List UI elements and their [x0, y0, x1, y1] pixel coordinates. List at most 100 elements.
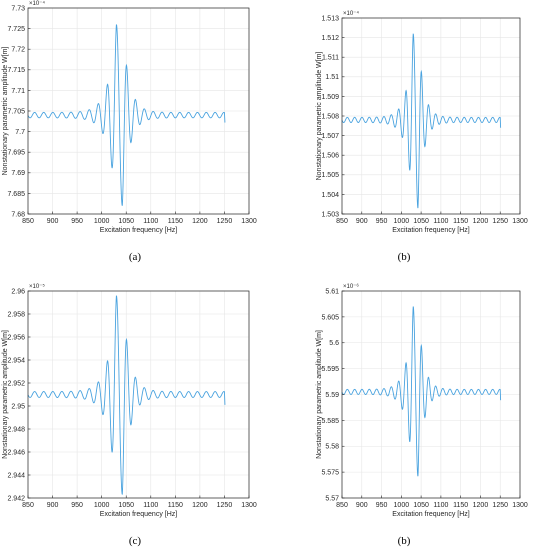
y-tick-label: 7.725 — [7, 26, 25, 33]
y-tick-label: 2.95 — [11, 403, 25, 410]
y-axis-label: Nonstationary parametric amplitude W[m] — [316, 330, 323, 459]
x-tick-label: 900 — [47, 502, 59, 509]
y-tick-label: 5.57 — [325, 495, 339, 502]
y-tick-label: 5.575 — [321, 470, 339, 477]
x-tick-label: 1050 — [413, 218, 429, 225]
x-tick-label: 850 — [22, 218, 34, 225]
panel-label-b: (b) — [398, 251, 411, 263]
x-tick-label: 950 — [71, 502, 83, 509]
x-tick-label: 950 — [71, 218, 83, 225]
y-tick-label: 7.685 — [7, 191, 25, 198]
series-line — [27, 295, 226, 495]
series-line — [27, 24, 226, 206]
y-tick-label: 5.605 — [321, 314, 339, 321]
x-tick-label: 850 — [336, 502, 348, 509]
y-exponent-label: ×10⁻⁴ — [343, 10, 359, 17]
y-tick-label: 2.958 — [7, 311, 25, 318]
y-tick-label: 7.68 — [11, 211, 25, 218]
x-tick-label: 1200 — [192, 218, 208, 225]
x-tick-label: 1200 — [473, 502, 489, 509]
y-tick-label: 5.58 — [325, 444, 339, 451]
x-tick-label: 1050 — [118, 218, 134, 225]
x-tick-label: 1250 — [217, 218, 233, 225]
x-tick-label: 1150 — [453, 502, 468, 509]
x-axis-label: Excitation frequency [Hz] — [392, 227, 469, 234]
y-exponent-label: ×10⁻⁴ — [29, 0, 45, 7]
y-tick-label: 1.506 — [321, 153, 339, 160]
x-axis-label: Excitation frequency [Hz] — [100, 227, 177, 234]
panel-label-d: (b) — [398, 535, 411, 547]
y-tick-label: 2.96 — [11, 288, 25, 295]
chart-panel-0: 850 900 950 1000 1050 1100 1150 1200 1250 1300 7.6… — [2, 0, 257, 234]
y-tick-label: 5.6 — [329, 340, 339, 347]
y-tick-label: 2.954 — [7, 357, 25, 364]
y-axis-label: Nonstationary parametric amplitude W[m] — [2, 47, 9, 176]
x-tick-label: 1200 — [473, 218, 489, 225]
y-tick-label: 1.505 — [321, 172, 339, 179]
x-tick-label: 1200 — [192, 502, 208, 509]
x-tick-label: 1000 — [394, 218, 410, 225]
panel-label-c: (c) — [129, 535, 142, 547]
axes-box — [27, 290, 250, 499]
y-tick-label: 1.507 — [321, 133, 339, 140]
series-line — [341, 33, 502, 209]
x-tick-label: 1250 — [492, 218, 508, 225]
chart-panel-1: 850 900 950 1000 1050 1100 1150 1200 1250 13001.5… — [316, 10, 528, 234]
chart-panel-2: 850 900 950 1000 1050 1100 1150 1200 1250 1300 2.9… — [2, 283, 257, 518]
x-tick-label: 900 — [356, 502, 368, 509]
x-tick-label: 950 — [376, 502, 388, 509]
y-tick-label: 2.942 — [7, 495, 25, 502]
y-tick-label: 2.956 — [7, 334, 25, 341]
x-tick-label: 1100 — [433, 218, 448, 225]
y-tick-label: 1.513 — [321, 15, 339, 22]
y-axis-label: Nonstationary parametric amplitude W[m] — [2, 330, 9, 459]
x-tick-label: 1150 — [168, 218, 183, 225]
y-tick-label: 7.7 — [15, 129, 25, 136]
y-tick-label: 1.512 — [321, 35, 339, 42]
x-tick-label: 1300 — [241, 502, 257, 509]
x-tick-label: 900 — [356, 218, 368, 225]
y-tick-label: 5.595 — [321, 366, 339, 373]
y-tick-label: 2.944 — [7, 472, 25, 479]
x-tick-label: 1000 — [94, 218, 110, 225]
y-tick-label: 2.948 — [7, 426, 25, 433]
y-tick-label: 5.59 — [325, 392, 339, 399]
y-tick-label: 7.69 — [11, 170, 25, 177]
x-tick-label: 850 — [22, 502, 34, 509]
y-tick-label: 7.705 — [7, 108, 25, 115]
x-tick-label: 950 — [376, 218, 388, 225]
x-tick-label: 1250 — [492, 502, 508, 509]
x-tick-label: 1050 — [118, 502, 134, 509]
x-tick-label: 1100 — [433, 502, 448, 509]
x-tick-label: 1000 — [94, 502, 110, 509]
y-tick-label: 5.61 — [325, 288, 339, 295]
x-tick-label: 1050 — [413, 502, 429, 509]
x-tick-label: 900 — [47, 218, 59, 225]
y-tick-label: 7.73 — [11, 5, 25, 12]
y-tick-label: 7.71 — [11, 88, 25, 95]
x-tick-label: 1100 — [143, 502, 158, 509]
y-axis-label: Nonstationary parametric amplitude W[m] — [316, 52, 323, 181]
x-axis-label: Excitation frequency [Hz] — [100, 511, 177, 518]
x-tick-label: 1300 — [241, 218, 257, 225]
y-tick-label: 1.511 — [322, 55, 339, 62]
y-tick-label: 5.585 — [321, 418, 339, 425]
x-tick-label: 1150 — [453, 218, 468, 225]
chart-panel-3: 850 900 950 1000 1050 1100 1150 1200 1250 13005.5… — [316, 283, 528, 518]
y-tick-label: 1.508 — [321, 113, 339, 120]
y-tick-label: 7.715 — [7, 67, 25, 74]
y-exponent-label: ×10⁻⁶ — [343, 283, 359, 290]
y-tick-label: 1.503 — [321, 211, 339, 218]
y-tick-label: 2.952 — [7, 380, 25, 387]
x-axis-label: Excitation frequency [Hz] — [392, 511, 469, 518]
y-tick-label: 2.946 — [7, 449, 25, 456]
x-tick-label: 1300 — [512, 502, 528, 509]
panel-label-a: (a) — [129, 251, 142, 263]
series-line — [341, 306, 502, 477]
y-tick-label: 1.509 — [321, 94, 339, 101]
x-tick-label: 1100 — [143, 218, 158, 225]
x-tick-label: 850 — [336, 218, 348, 225]
y-tick-label: 1.51 — [325, 74, 339, 81]
y-tick-label: 7.695 — [7, 150, 25, 157]
